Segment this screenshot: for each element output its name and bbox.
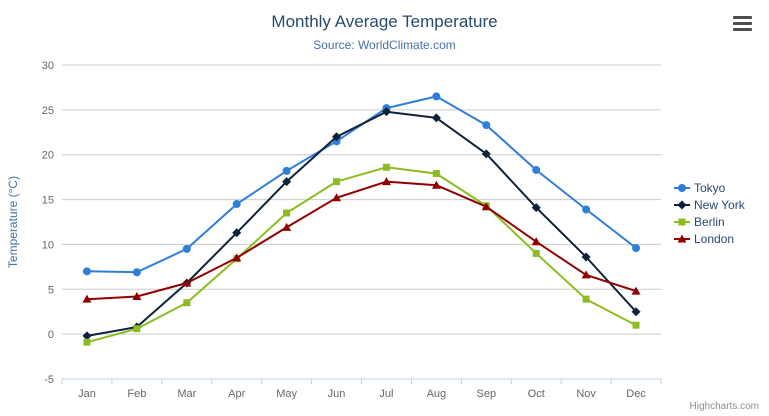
svg-text:Tokyo: Tokyo xyxy=(694,181,726,195)
svg-text:15: 15 xyxy=(42,195,54,207)
svg-text:10: 10 xyxy=(42,239,54,251)
legend-item-london[interactable]: London xyxy=(674,232,734,246)
y-axis-labels: -5 0 5 10 15 20 25 30 xyxy=(42,60,54,386)
y-gridlines xyxy=(62,64,661,380)
y-axis-title: Temperature (°C) xyxy=(6,176,20,268)
hamburger-menu-icon xyxy=(733,22,752,25)
svg-text:New York: New York xyxy=(694,198,746,212)
svg-text:Jun: Jun xyxy=(328,388,346,400)
svg-text:Sep: Sep xyxy=(477,388,497,400)
series-berlin xyxy=(83,163,640,346)
svg-text:Apr: Apr xyxy=(228,388,245,400)
svg-text:20: 20 xyxy=(42,150,54,162)
svg-text:London: London xyxy=(694,232,734,246)
chart-subtitle: Source: WorldClimate.com xyxy=(313,38,456,52)
export-menu-button[interactable] xyxy=(731,16,754,31)
highcharts-credits-link[interactable]: Highcharts.com xyxy=(689,401,759,412)
svg-text:Oct: Oct xyxy=(528,388,545,400)
svg-text:Jul: Jul xyxy=(379,388,393,400)
svg-text:-5: -5 xyxy=(44,374,54,386)
legend: Tokyo New York Berlin London xyxy=(674,181,746,246)
svg-text:25: 25 xyxy=(42,105,54,117)
svg-text:Jan: Jan xyxy=(78,388,96,400)
svg-text:5: 5 xyxy=(48,284,54,296)
series-new-york xyxy=(82,107,641,341)
svg-text:May: May xyxy=(276,388,297,400)
svg-text:Dec: Dec xyxy=(626,388,646,400)
svg-text:Aug: Aug xyxy=(427,388,447,400)
x-axis-labels: Jan Feb Mar Apr May Jun Jul Aug Sep Oct Nov Dec xyxy=(78,388,646,400)
legend-item-new-york[interactable]: New York xyxy=(674,198,746,212)
svg-text:30: 30 xyxy=(42,60,54,72)
legend-item-tokyo[interactable]: Tokyo xyxy=(674,181,726,195)
legend-item-berlin[interactable]: Berlin xyxy=(674,215,725,229)
svg-text:Nov: Nov xyxy=(576,388,596,400)
x-axis xyxy=(61,378,662,384)
svg-text:Berlin: Berlin xyxy=(694,215,725,229)
chart-title: Monthly Average Temperature xyxy=(271,12,498,31)
svg-text:0: 0 xyxy=(48,329,54,341)
hamburger-menu-icon xyxy=(733,16,752,19)
hamburger-menu-icon xyxy=(733,28,752,31)
svg-text:Feb: Feb xyxy=(127,388,146,400)
series-london xyxy=(82,177,641,303)
svg-text:Mar: Mar xyxy=(177,388,196,400)
series-tokyo xyxy=(82,92,641,277)
